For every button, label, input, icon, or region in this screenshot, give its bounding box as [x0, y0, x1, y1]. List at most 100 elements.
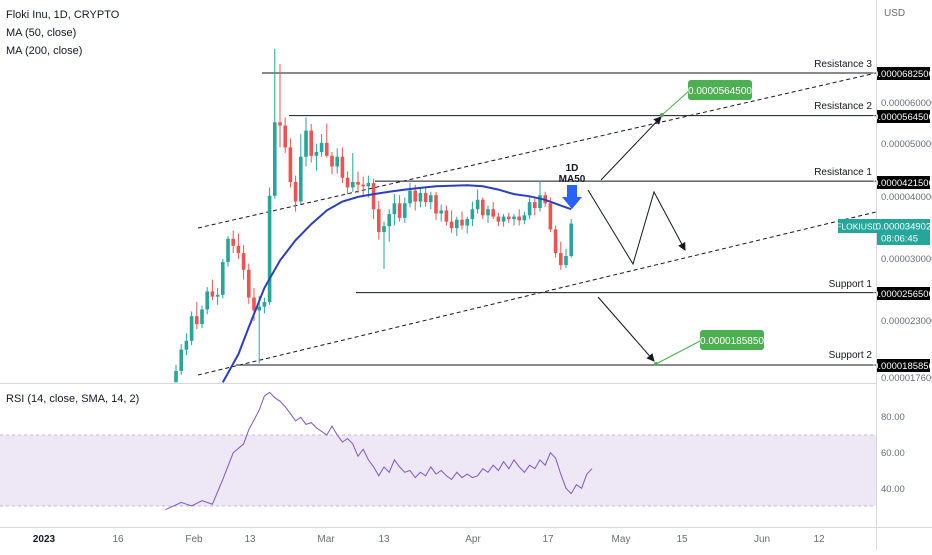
- rsi-legend[interactable]: RSI (14, close, SMA, 14, 2): [6, 393, 140, 405]
- price-tick: 0.000030000: [881, 254, 932, 265]
- price-tick: 0.000050000: [881, 139, 932, 150]
- candle-down: [309, 130, 313, 156]
- support-1-name: Support 1: [829, 279, 873, 290]
- candle-down: [247, 269, 251, 298]
- time-label: Apr: [465, 534, 481, 545]
- candle-down: [548, 203, 553, 230]
- resistance-2-name: Resistance 2: [814, 101, 872, 112]
- chart-legend: Floki Inu, 1D, CRYPTO MA (50, close) MA …: [6, 6, 119, 60]
- candle-down: [283, 125, 287, 148]
- candle-down: [444, 210, 449, 222]
- target-lower-leader: [655, 339, 703, 365]
- candle-down: [481, 199, 485, 216]
- price-tick: 0.000023000: [881, 316, 932, 327]
- annotation-1d: 1D: [566, 163, 579, 174]
- candle-down: [236, 245, 241, 254]
- resistance-1-price-box: [877, 176, 930, 189]
- time-label: 16: [112, 534, 124, 545]
- time-label: 17: [542, 534, 554, 545]
- time-label: Mar: [317, 534, 335, 545]
- candle-up: [179, 349, 183, 371]
- candle-up: [455, 219, 459, 229]
- candle-down: [293, 181, 298, 202]
- candle-down: [288, 147, 293, 182]
- symbol-tag-text: FLOKIUSD: [836, 222, 879, 232]
- candle-up: [184, 340, 189, 350]
- candle-down: [553, 229, 558, 254]
- resistance-2-price-box: [877, 110, 930, 123]
- support-1-price-box: [877, 287, 930, 300]
- current-price: 0.000034902: [876, 222, 931, 233]
- target-lower-dot: [654, 362, 658, 366]
- target-upper-dot: [660, 113, 664, 117]
- time-label: May: [612, 534, 631, 545]
- time-label: 15: [676, 534, 688, 545]
- target-upper-label: 0.0000564500: [688, 86, 752, 97]
- candle-up: [215, 294, 220, 297]
- countdown: 08:06:45: [881, 234, 918, 245]
- candle-up: [304, 130, 308, 157]
- channel-lines: [197, 72, 877, 376]
- candle-up: [538, 195, 542, 209]
- time-label: 13: [378, 534, 390, 545]
- price-tick: 0.000040000: [881, 192, 932, 203]
- support-2-price-box: [877, 359, 930, 372]
- price-tick: 0.000060000: [881, 98, 932, 109]
- resistance-3-price: 0.0000682500: [873, 69, 932, 80]
- candle-down: [559, 253, 563, 266]
- rsi-tick: 80.00: [881, 412, 905, 423]
- candle-up: [273, 122, 277, 196]
- candle-up: [465, 219, 469, 226]
- rsi-tick: 40.00: [881, 484, 905, 495]
- candle-down: [507, 216, 511, 220]
- symbol-title[interactable]: Floki Inu, 1D, CRYPTO: [6, 9, 120, 21]
- candle-up: [299, 156, 303, 202]
- resistance-3-name: Resistance 3: [814, 59, 872, 70]
- candle-down: [533, 202, 537, 209]
- resistance-1-name: Resistance 1: [814, 167, 872, 178]
- ma50-line: [221, 184, 572, 383]
- candle-up: [205, 291, 209, 310]
- price-tick: 0.000017600: [881, 373, 932, 384]
- projection-up-arrow: [600, 116, 662, 181]
- time-label: Jun: [754, 534, 770, 545]
- ma50-legend[interactable]: MA (50, close): [6, 27, 77, 39]
- candle-down: [491, 209, 495, 217]
- candle-up: [429, 195, 433, 203]
- candle-up: [189, 316, 194, 341]
- candle-up: [470, 209, 475, 220]
- candle-down: [397, 203, 402, 218]
- target-lower-box: [700, 330, 764, 350]
- candle-up: [522, 215, 527, 221]
- candle-down: [278, 122, 282, 126]
- candle-down: [241, 253, 246, 270]
- currency-label: USD: [884, 8, 906, 19]
- candle-down: [434, 195, 438, 214]
- candle-up: [387, 214, 391, 227]
- candle-up: [319, 142, 324, 153]
- time-label: 13: [244, 534, 256, 545]
- projection-down-arrow: [597, 296, 655, 362]
- level-lines: [236, 72, 876, 366]
- candle-down: [330, 155, 334, 167]
- candle-up: [351, 181, 355, 188]
- candle-up: [262, 302, 267, 307]
- candle-up: [200, 309, 204, 325]
- candle-down: [340, 156, 345, 178]
- candle-up: [512, 216, 516, 220]
- candle-up: [335, 156, 339, 167]
- time-label: Feb: [185, 534, 203, 545]
- projection-arrows: [587, 116, 686, 362]
- rsi-band: [0, 435, 876, 506]
- channel-lower-line: [197, 211, 877, 376]
- current-price-box: [877, 219, 930, 245]
- resistance-2-price: 0.0000564500: [873, 112, 932, 123]
- candle-down: [231, 238, 235, 246]
- candle-down: [460, 219, 464, 226]
- support-2-price: 0.0000185850: [873, 361, 932, 372]
- time-label: 12: [813, 534, 825, 545]
- candle-up: [501, 216, 506, 222]
- ma200-legend[interactable]: MA (200, close): [6, 45, 83, 57]
